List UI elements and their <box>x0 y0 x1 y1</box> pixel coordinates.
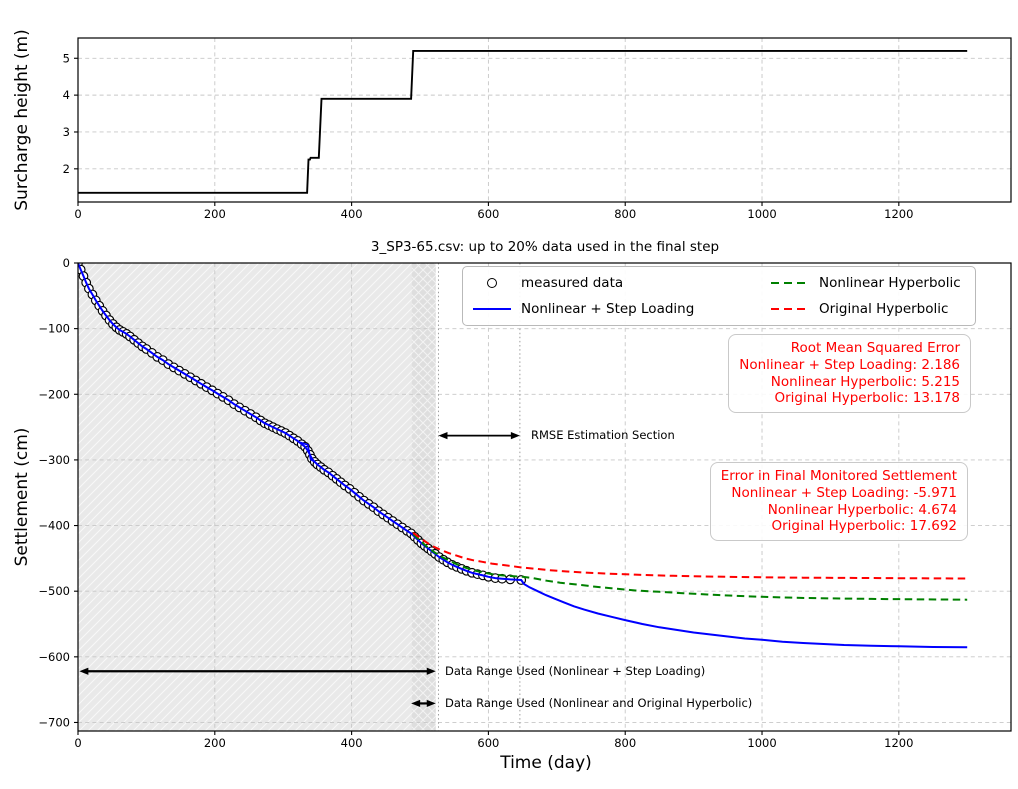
rmse-box-line: Nonlinear Hyperbolic: 5.215 <box>739 374 960 391</box>
final-error-box-title: Error in Final Monitored Settlement <box>721 468 957 485</box>
rmse-box-title: Root Mean Squared Error <box>739 340 960 357</box>
svg-text:0: 0 <box>63 256 70 270</box>
svg-text:2: 2 <box>63 162 70 176</box>
svg-text:800: 800 <box>614 207 636 221</box>
svg-text:−600: −600 <box>38 650 70 664</box>
final-error-box-line: Nonlinear + Step Loading: -5.971 <box>721 485 957 502</box>
svg-text:−400: −400 <box>38 519 70 533</box>
measured-data-marker-icon <box>473 278 511 288</box>
annotation-arrow <box>438 432 519 439</box>
legend: measured data Nonlinear + Step Loading N… <box>462 266 976 326</box>
data-range-step-loading-label: Data Range Used (Nonlinear + Step Loadin… <box>445 664 705 678</box>
svg-text:3: 3 <box>63 125 70 139</box>
legend-label: Original Hyperbolic <box>819 301 948 317</box>
svg-text:−200: −200 <box>38 387 70 401</box>
svg-text:−500: −500 <box>38 584 70 598</box>
settlement-y-axis-label: Settlement (cm) <box>12 428 32 567</box>
nonlinear-hyperbolic-line <box>413 534 967 600</box>
svg-text:400: 400 <box>341 207 363 221</box>
svg-text:600: 600 <box>477 207 499 221</box>
legend-item-measured-data: measured data <box>473 275 771 291</box>
rmse-box-line: Nonlinear + Step Loading: 2.186 <box>739 357 960 374</box>
svg-text:200: 200 <box>204 207 226 221</box>
svg-text:400: 400 <box>341 736 363 750</box>
dashed-line-marker-icon <box>771 282 809 285</box>
svg-text:0: 0 <box>74 207 81 221</box>
legend-label: Nonlinear Hyperbolic <box>819 275 961 291</box>
svg-text:1200: 1200 <box>884 207 913 221</box>
svg-text:−300: −300 <box>38 453 70 467</box>
svg-text:1000: 1000 <box>747 207 776 221</box>
final-error-box-line: Original Hyperbolic: 17.692 <box>721 518 957 535</box>
svg-text:4: 4 <box>63 88 70 102</box>
data-range-hyperbolic-label: Data Range Used (Nonlinear and Original … <box>445 696 752 710</box>
legend-item-nonlinear-hyperbolic: Nonlinear Hyperbolic <box>771 275 965 291</box>
svg-text:200: 200 <box>204 736 226 750</box>
legend-item-nonlinear-step-loading: Nonlinear + Step Loading <box>473 301 771 317</box>
solid-line-marker-icon <box>473 308 511 310</box>
rmse-box: Root Mean Squared Error Nonlinear + Step… <box>728 334 971 413</box>
final-error-box: Error in Final Monitored Settlement Nonl… <box>710 462 968 541</box>
legend-label: measured data <box>521 275 623 291</box>
svg-text:−700: −700 <box>38 715 70 729</box>
hyperbolic-fit-range-region <box>412 263 436 731</box>
figure-canvas: 2 3 4 5 0 200 400 600 800 1000 1200 0 −100 −200 −300 −4… <box>0 0 1018 789</box>
surcharge-y-axis-label: Surcharge height (m) <box>12 29 32 210</box>
rmse-section-label: RMSE Estimation Section <box>531 428 675 442</box>
x-axis-label: Time (day) <box>500 753 592 773</box>
svg-text:800: 800 <box>614 736 636 750</box>
svg-text:1200: 1200 <box>884 736 913 750</box>
svg-text:1000: 1000 <box>747 736 776 750</box>
svg-text:0: 0 <box>74 736 81 750</box>
top-chart: 2 3 4 5 0 200 400 600 800 1000 1200 <box>63 38 1011 221</box>
surcharge-line <box>78 51 967 193</box>
rmse-box-line: Original Hyperbolic: 13.178 <box>739 390 960 407</box>
chart-title: 3_SP3-65.csv: up to 20% data used in the… <box>371 239 719 255</box>
dashed-line-marker-icon <box>771 308 809 311</box>
svg-text:−100: −100 <box>38 322 70 336</box>
legend-label: Nonlinear + Step Loading <box>521 301 694 317</box>
svg-text:600: 600 <box>477 736 499 750</box>
svg-text:5: 5 <box>63 51 70 65</box>
legend-item-original-hyperbolic: Original Hyperbolic <box>771 301 965 317</box>
final-error-box-line: Nonlinear Hyperbolic: 4.674 <box>721 502 957 519</box>
